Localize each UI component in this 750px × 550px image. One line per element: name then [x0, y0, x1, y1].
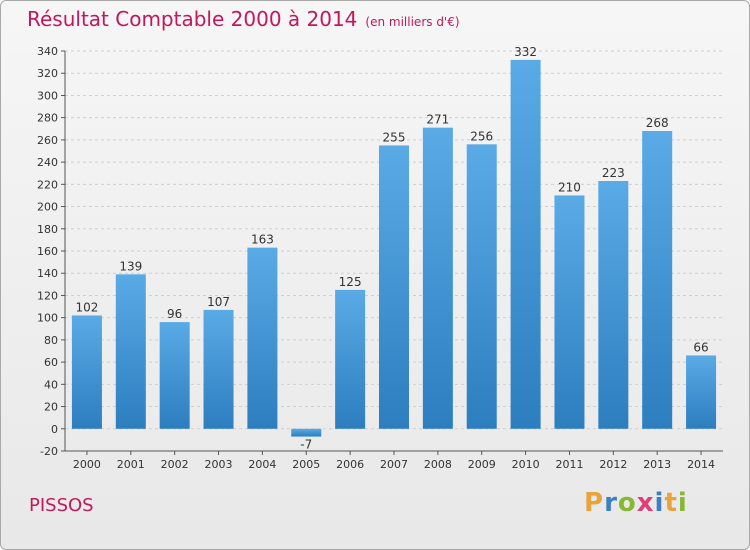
bar-value-label: 256: [470, 129, 493, 143]
x-tick-label: 2011: [555, 458, 583, 471]
bar: [379, 145, 409, 429]
bar: [422, 127, 453, 429]
logo-letter: x: [636, 488, 655, 518]
logo-letter: i: [654, 488, 665, 518]
bar-value-label: 255: [383, 130, 406, 144]
y-tick-label: 240: [37, 156, 58, 169]
y-tick-label: 280: [37, 112, 58, 125]
bar: [203, 309, 234, 429]
y-tick-label: 20: [44, 401, 58, 414]
bar: [71, 315, 102, 429]
bar-value-label: 139: [119, 259, 142, 273]
y-tick-label: 100: [37, 312, 58, 325]
x-tick-label: 2006: [336, 458, 364, 471]
x-tick-label: 2007: [380, 458, 408, 471]
y-tick-label: 40: [44, 378, 58, 391]
chart-title: Résultat Comptable 2000 à 2014 (en millie…: [27, 7, 460, 31]
bar-value-label: 271: [426, 113, 449, 127]
bar-value-label: 163: [251, 233, 274, 247]
y-tick-label: 200: [37, 201, 58, 214]
x-tick-label: 2002: [161, 458, 189, 471]
logo-letter: r: [604, 488, 618, 518]
bar-value-label: 268: [646, 116, 669, 130]
bar-value-label: 125: [339, 275, 362, 289]
x-tick-label: 2009: [468, 458, 496, 471]
y-tick-label: 60: [44, 356, 58, 369]
y-tick-label: 80: [44, 334, 58, 347]
x-tick-label: 2003: [205, 458, 233, 471]
y-tick-label: 340: [37, 45, 58, 58]
bar: [335, 289, 366, 429]
bar-value-label: 332: [514, 45, 537, 59]
proxiti-logo: Proxiti: [584, 488, 688, 518]
y-tick-label: 120: [37, 289, 58, 302]
x-tick-label: 2014: [687, 458, 715, 471]
place-name: PISSOS: [29, 495, 94, 516]
x-tick-label: 2013: [643, 458, 671, 471]
x-tick-label: 2005: [292, 458, 320, 471]
y-tick-label: 260: [37, 134, 58, 147]
logo-letter: o: [617, 488, 637, 518]
bar: [247, 247, 278, 429]
bar-value-label: 107: [207, 295, 230, 309]
bar: [510, 59, 541, 429]
bar-value-label: 102: [75, 300, 98, 314]
bar: [115, 274, 146, 429]
y-tick-label: 320: [37, 67, 58, 80]
x-tick-label: 2010: [512, 458, 540, 471]
x-tick-label: 2012: [599, 458, 627, 471]
x-tick-label: 2000: [73, 458, 101, 471]
x-tick-label: 2004: [248, 458, 276, 471]
bar: [159, 322, 190, 429]
chart-title-main: Résultat Comptable 2000 à 2014: [27, 7, 358, 31]
y-tick-label: 300: [37, 89, 58, 102]
logo-letter: P: [584, 488, 605, 518]
bar: [466, 144, 497, 429]
y-tick-label: 160: [37, 245, 58, 258]
y-tick-label: 220: [37, 178, 58, 191]
bar: [686, 355, 717, 429]
x-tick-label: 2001: [117, 458, 145, 471]
x-tick-label: 2008: [424, 458, 452, 471]
bar: [291, 428, 322, 437]
bar-value-label: 210: [558, 180, 581, 194]
bar: [598, 181, 629, 429]
y-tick-label: -20: [40, 445, 58, 458]
y-tick-label: 180: [37, 223, 58, 236]
bar: [642, 131, 673, 429]
bar-value-label: 223: [602, 166, 625, 180]
chart-title-unit: (en milliers d'€): [365, 15, 460, 29]
logo-letter: i: [677, 488, 688, 518]
y-tick-label: 0: [51, 423, 58, 436]
y-tick-label: 140: [37, 267, 58, 280]
bar-value-label: -7: [300, 438, 312, 452]
bar-value-label: 66: [693, 340, 708, 354]
logo-letter: t: [664, 488, 678, 518]
bar: [554, 195, 585, 429]
bar-value-label: 96: [167, 307, 182, 321]
